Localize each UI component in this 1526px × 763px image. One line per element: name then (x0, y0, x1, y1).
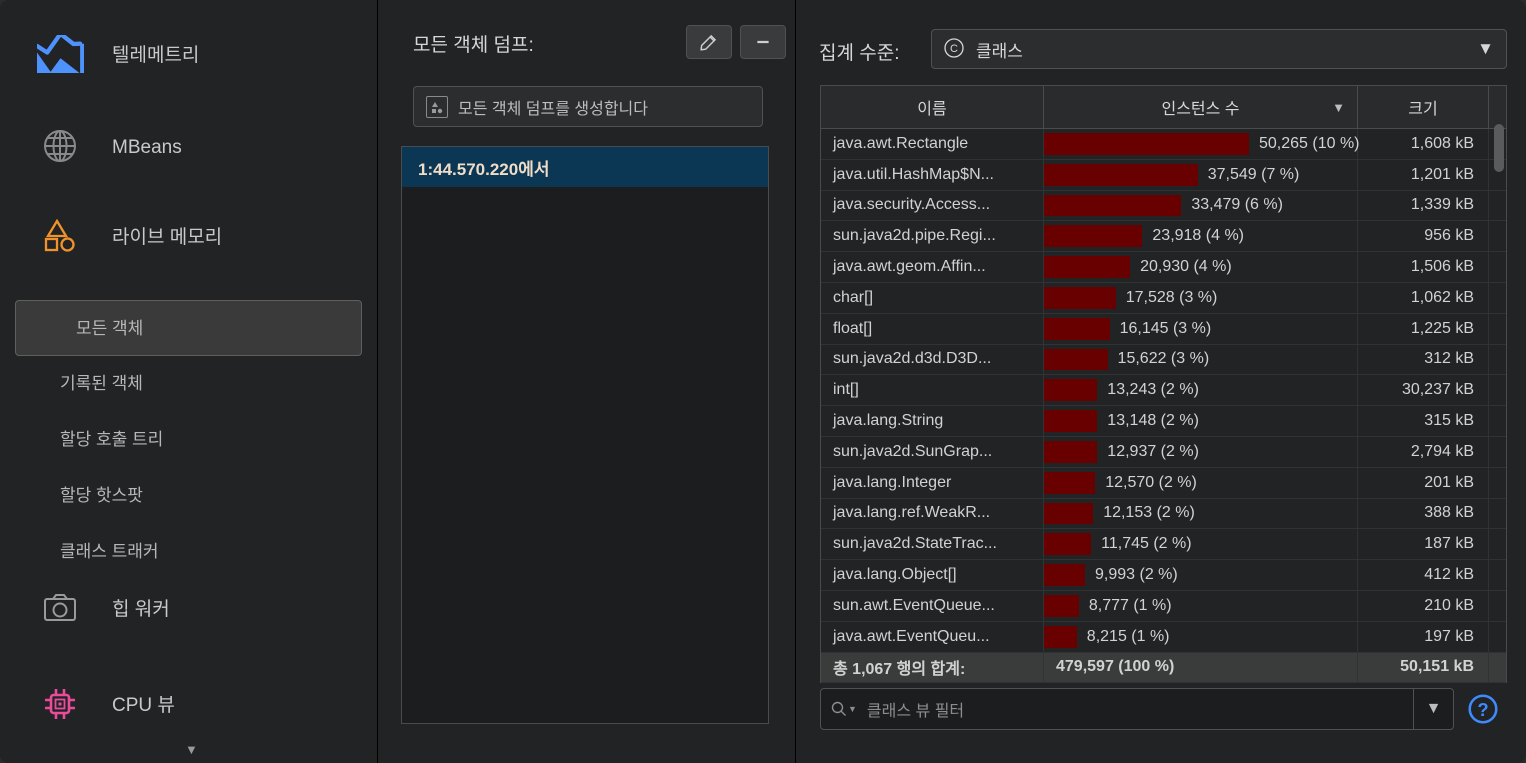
svg-text:C: C (950, 43, 958, 55)
svg-text:?: ? (1477, 699, 1488, 720)
